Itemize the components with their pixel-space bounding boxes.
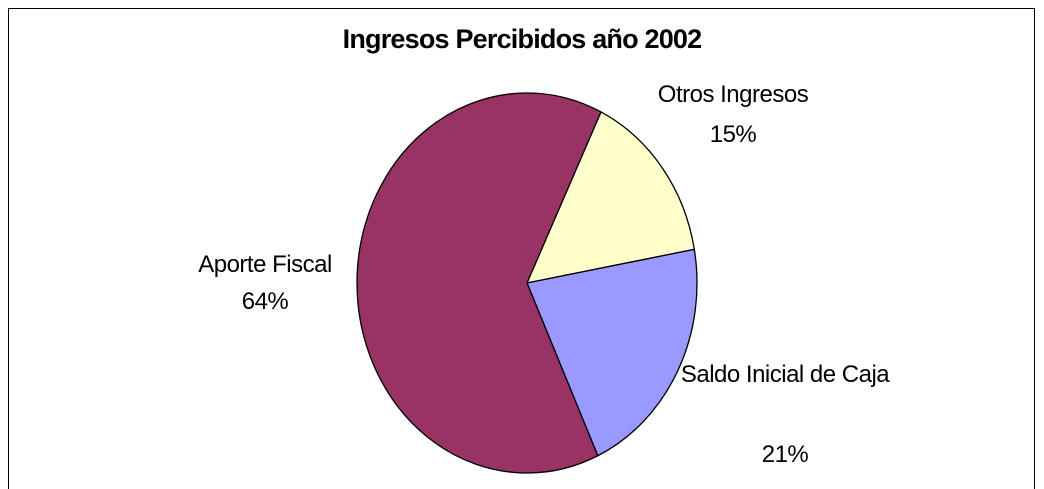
pie-slice — [525, 111, 696, 284]
slice-label: Aporte Fiscal — [198, 251, 332, 278]
pie-slice — [356, 92, 602, 474]
slice-value-label: 64% — [241, 288, 289, 315]
chart-title: Ingresos Percibidos año 2002 — [342, 24, 703, 54]
slice-label: Saldo Inicial de Caja — [680, 361, 890, 388]
slice-value-label: 15% — [709, 121, 757, 148]
slice-value-label: 21% — [761, 441, 809, 468]
slice-label: Otros Ingresos — [657, 81, 809, 108]
pie-slice — [526, 248, 698, 457]
